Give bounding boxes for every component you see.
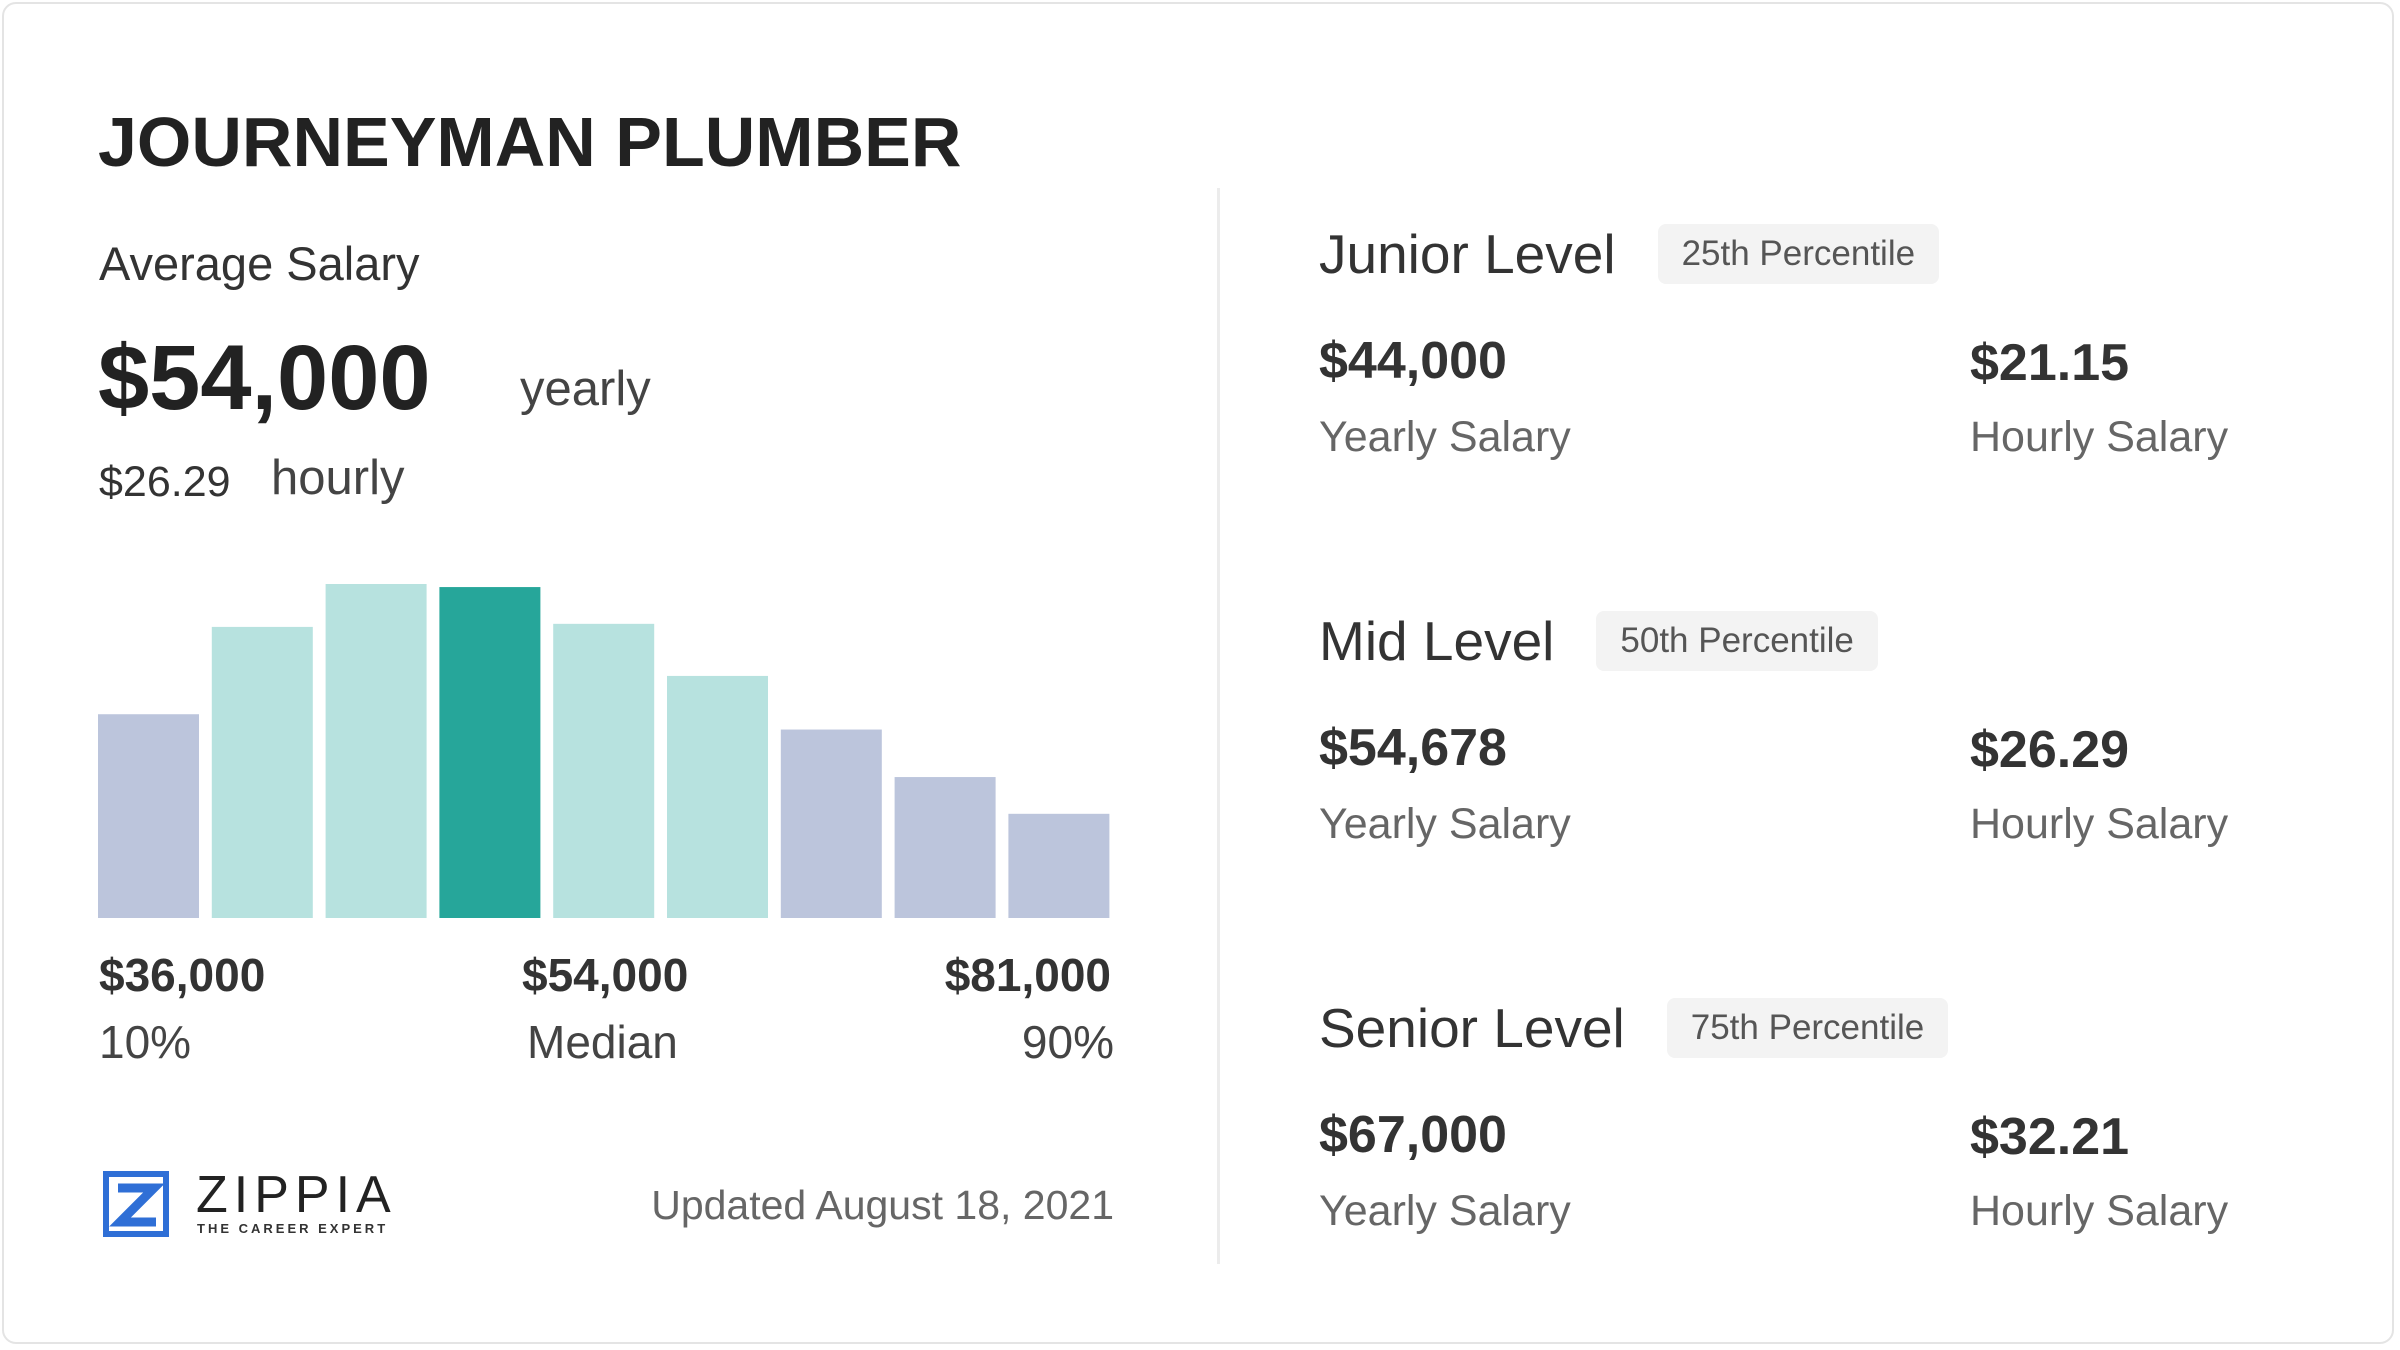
hourly-label: Hourly Salary [1970,413,2229,462]
level-header: Mid Level 50th Percentile [1319,607,1878,675]
yearly-label: Yearly Salary [1319,1187,1571,1236]
hourly-label: Hourly Salary [1970,800,2229,849]
hourly-label: Hourly Salary [1970,1187,2229,1236]
logo-name: ZIPPIA [196,1166,397,1225]
high-value: $81,000 [944,948,1111,1001]
bar [553,623,655,918]
median-value: $54,000 [522,948,689,1001]
divider [1217,188,1220,1264]
yearly-value: $67,000 [1319,1106,1507,1165]
yearly-value: $44,000 [1319,332,1507,391]
average-label: Average Salary [99,237,420,291]
high-label: 90% [1021,1015,1114,1068]
percentile-badge: 25th Percentile [1657,224,1940,284]
average-hourly: $26.29 [99,458,231,507]
bar [667,675,768,918]
hourly-unit: hourly [271,451,405,506]
title: JOURNEYMAN PLUMBER [98,102,962,181]
updated: Updated August 18, 2021 [651,1182,1114,1229]
yearly-value: $54,678 [1319,719,1507,778]
level-name: Junior Level [1319,223,1616,285]
yearly-unit: yearly [520,362,651,417]
median-label: Median [527,1015,678,1068]
bar [1008,813,1110,918]
yearly-label: Yearly Salary [1319,800,1571,849]
bar [211,626,313,918]
logo-icon [103,1171,169,1237]
percentile-badge: 50th Percentile [1596,611,1878,671]
level-header: Senior Level 75th Percentile [1319,994,1949,1062]
average-yearly: $54,000 [98,327,431,430]
percentile-badge: 75th Percentile [1666,998,1949,1058]
low-value: $36,000 [99,948,266,1001]
bar [439,587,541,918]
hourly-value: $21.15 [1970,334,2130,393]
yearly-label: Yearly Salary [1319,413,1571,462]
logo-tagline: THE CAREER EXPERT [197,1220,389,1236]
level-name: Senior Level [1319,997,1625,1059]
bar [98,714,199,918]
hourly-value: $26.29 [1970,721,2130,780]
level-header: Junior Level 25th Percentile [1319,220,1940,288]
bar [780,729,882,918]
low-label: 10% [99,1015,192,1068]
bar [894,777,996,918]
bar [325,584,427,918]
hourly-value: $32.21 [1970,1108,2130,1167]
level-name: Mid Level [1319,610,1555,672]
